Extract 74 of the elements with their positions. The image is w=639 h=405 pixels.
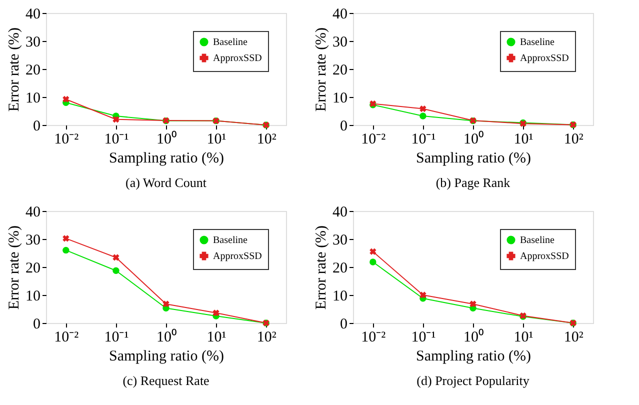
x-axis-title: Sampling ratio (%) bbox=[416, 348, 531, 364]
point bbox=[62, 96, 70, 103]
y-axis-title: Error rate (%) bbox=[6, 225, 22, 310]
text: (b) Page Rank bbox=[436, 175, 511, 190]
y-tick-label: 20 bbox=[332, 260, 348, 276]
point bbox=[420, 105, 426, 112]
point bbox=[62, 246, 70, 254]
legend-label: ApproxSSD bbox=[213, 251, 262, 262]
point bbox=[112, 267, 120, 274]
y-tick-label: 40 bbox=[332, 6, 348, 22]
y-tick-label: 30 bbox=[332, 232, 348, 248]
y-axis-title: Error rate (%) bbox=[6, 27, 22, 112]
x-tick-label: 10⁰ bbox=[156, 328, 176, 346]
x-tick-label: 10² bbox=[564, 330, 584, 346]
y-tick-label: 30 bbox=[26, 232, 40, 248]
x-tick-label: 10⁻² bbox=[361, 330, 386, 346]
y-tick-label: 40 bbox=[332, 204, 348, 220]
y-tick-label: 10 bbox=[26, 288, 40, 304]
point bbox=[370, 258, 376, 266]
x-tick-label: 10⁻¹ bbox=[411, 132, 436, 148]
y-tick-label: 30 bbox=[26, 34, 40, 50]
x-tick-label: 10² bbox=[256, 132, 277, 148]
y-tick-label: 40 bbox=[26, 6, 40, 22]
point bbox=[470, 300, 476, 308]
y-axis-title: Error rate (%) bbox=[314, 225, 330, 310]
x-tick-label: 10² bbox=[256, 330, 277, 346]
y-tick-label: 40 bbox=[26, 204, 40, 220]
point bbox=[420, 292, 426, 298]
y-tick-label: 0 bbox=[33, 118, 40, 134]
x-tick-label: 10² bbox=[564, 132, 584, 148]
x-tick-label: 10⁻¹ bbox=[411, 330, 436, 346]
y-tick-label: 30 bbox=[332, 34, 348, 50]
y-tick-label: 10 bbox=[332, 90, 348, 106]
x-tick-label: 10⁰ bbox=[156, 130, 176, 148]
text: (c) Request Rate bbox=[122, 373, 210, 388]
y-tick-label: 0 bbox=[340, 316, 348, 332]
point bbox=[420, 112, 426, 120]
x-tick-label: 10⁻¹ bbox=[104, 330, 129, 346]
text: (a) Word Count bbox=[125, 175, 207, 190]
y-axis-title: Error rate (%) bbox=[314, 27, 330, 112]
point bbox=[162, 300, 170, 308]
y-tick-label: 10 bbox=[26, 90, 40, 106]
y-tick-label: 0 bbox=[33, 316, 40, 332]
legend-label: Baseline bbox=[520, 37, 555, 48]
x-axis-title: Sampling ratio (%) bbox=[416, 150, 531, 166]
x-tick-label: 10⁰ bbox=[464, 130, 484, 148]
x-axis-title: Sampling ratio (%) bbox=[109, 150, 224, 166]
point bbox=[62, 235, 70, 242]
x-axis-title: Sampling ratio (%) bbox=[109, 348, 224, 364]
x-tick-label: 10¹ bbox=[514, 330, 534, 346]
legend-label: Baseline bbox=[213, 37, 248, 48]
x-tick-label: 10⁻² bbox=[361, 132, 386, 148]
x-tick-label: 10¹ bbox=[514, 132, 534, 148]
y-tick-label: 20 bbox=[26, 260, 40, 276]
y-tick-label: 10 bbox=[332, 288, 348, 304]
text: (d) Project Popularity bbox=[416, 373, 530, 388]
x-tick-label: 10⁻² bbox=[54, 330, 80, 346]
point bbox=[112, 254, 120, 261]
legend-label: Baseline bbox=[520, 235, 555, 246]
legend-label: ApproxSSD bbox=[213, 53, 262, 64]
legend-label: Baseline bbox=[213, 235, 248, 246]
point bbox=[212, 310, 220, 316]
y-tick-label: 0 bbox=[340, 118, 348, 134]
x-tick-label: 10⁰ bbox=[464, 328, 484, 346]
point bbox=[112, 116, 120, 123]
legend-label: ApproxSSD bbox=[520, 251, 569, 262]
y-tick-label: 20 bbox=[26, 62, 40, 78]
y-tick-label: 20 bbox=[332, 62, 348, 78]
x-tick-label: 10¹ bbox=[206, 330, 226, 346]
x-tick-label: 10⁻¹ bbox=[104, 132, 129, 148]
x-tick-label: 10¹ bbox=[206, 132, 226, 148]
point bbox=[370, 248, 376, 255]
x-tick-label: 10⁻² bbox=[54, 132, 80, 148]
legend-label: ApproxSSD bbox=[520, 53, 569, 64]
